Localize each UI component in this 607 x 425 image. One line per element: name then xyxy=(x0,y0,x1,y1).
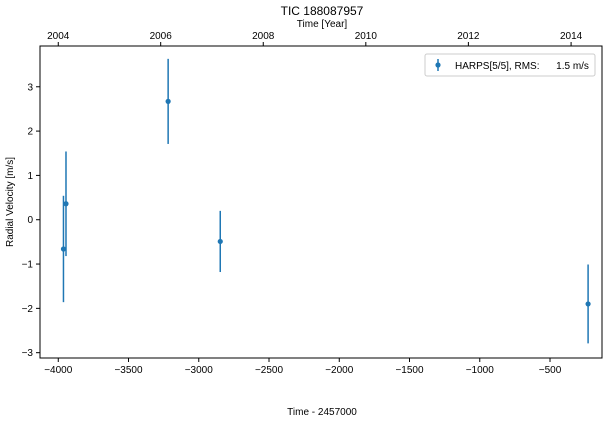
legend-box xyxy=(424,53,596,77)
legend-marker xyxy=(435,62,441,68)
y-tick-label: 2 xyxy=(27,127,33,138)
y-tick-label: 3 xyxy=(27,82,33,93)
top-x-axis-label: Time [Year] xyxy=(297,19,348,30)
x-axis: −4000 −3500 −3000 −2500 −2000 −1500 −1000 −500 xyxy=(44,358,562,376)
x-tick-label: −3500 xyxy=(114,365,143,376)
data-point xyxy=(60,246,67,252)
x-tick-label: −500 xyxy=(539,365,562,376)
data-point xyxy=(217,238,223,245)
x-tick-label: −2500 xyxy=(255,365,284,376)
data-points xyxy=(60,58,591,344)
top-x-tick-label: 2008 xyxy=(252,31,275,42)
y-tick-label: 1 xyxy=(27,171,33,182)
top-x-tick-label: 2012 xyxy=(457,31,480,42)
top-x-axis: 2004 2006 2008 2010 2012 2014 xyxy=(47,31,583,46)
x-axis-label: Time - 2457000 xyxy=(287,407,357,418)
y-axis-label: Radial Velocity [m/s] xyxy=(5,157,16,247)
legend: HARPS[5/5], RMS: 1.5 m/s xyxy=(424,53,596,77)
data-point xyxy=(165,98,171,104)
top-x-tick-label: 2014 xyxy=(560,31,583,42)
y-axis: −3 −2 −1 0 1 2 3 xyxy=(22,82,40,359)
x-tick-label: −4000 xyxy=(44,365,73,376)
top-x-tick-label: 2010 xyxy=(355,31,378,42)
plot-area xyxy=(39,45,603,359)
legend-label: HARPS[5/5], RMS: 1.5 m/s xyxy=(455,61,589,72)
data-point xyxy=(63,201,69,207)
x-tick-label: −2000 xyxy=(325,365,354,376)
y-tick-label: −2 xyxy=(22,304,34,315)
x-tick-label: −3000 xyxy=(185,365,214,376)
y-tick-label: −1 xyxy=(22,260,34,271)
chart-title: TIC 188087957 xyxy=(281,4,364,18)
y-tick-label: 0 xyxy=(27,215,33,226)
top-x-tick-label: 2004 xyxy=(47,31,70,42)
y-tick-label: −3 xyxy=(22,348,34,359)
data-point xyxy=(585,301,591,307)
x-tick-label: −1000 xyxy=(466,365,495,376)
top-x-tick-label: 2006 xyxy=(150,31,173,42)
x-tick-label: −1500 xyxy=(395,365,424,376)
